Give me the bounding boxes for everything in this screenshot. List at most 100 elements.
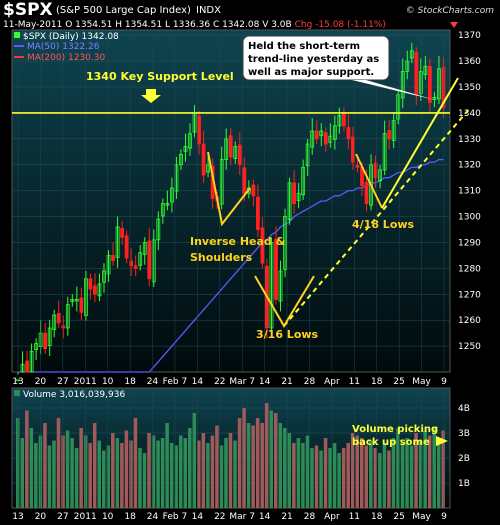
x-tick-label-bottom: 11 (349, 512, 360, 522)
volume-bar (52, 440, 56, 508)
candle-body (269, 242, 274, 329)
head-v (254, 275, 315, 328)
volume-bar (138, 448, 142, 508)
candle-body (129, 260, 134, 267)
volume-bar (34, 443, 38, 508)
volume-bar (129, 440, 133, 508)
x-tick-label-bottom: 18 (371, 512, 383, 522)
legend-ma200: MA(200) 1230.30 (27, 53, 105, 63)
candle-body (364, 181, 369, 204)
volume-bar (188, 428, 192, 508)
index-tag: INDX (196, 5, 221, 16)
x-tick-label: 14 (259, 377, 271, 387)
volume-bar (215, 425, 219, 508)
candle-body (56, 313, 61, 324)
volume-bar (301, 443, 305, 508)
volume-bar (400, 443, 405, 508)
x-tick-label: 28 (304, 377, 316, 387)
candle-body (301, 166, 306, 196)
candle-body (287, 182, 292, 221)
candle-body (206, 164, 211, 173)
candle-body (83, 278, 88, 316)
price-tick-label: 1300 (458, 213, 481, 223)
short-term-trendline (381, 77, 459, 209)
candle-body (242, 167, 247, 194)
volume-bar (237, 418, 242, 508)
candle-body (102, 270, 106, 283)
legend-ma50: MA(50) 1322.26 (27, 42, 100, 52)
volume-bar (251, 425, 255, 508)
candle-body (165, 203, 170, 206)
volume-bar (387, 450, 391, 508)
candle-body (292, 182, 297, 204)
volume-bar (228, 433, 233, 508)
candle-body (437, 68, 441, 100)
candle-body (382, 133, 387, 171)
candle-body (323, 132, 328, 145)
candle-body (278, 270, 283, 302)
candle-body (305, 143, 310, 167)
price-tick-label: 1250 (458, 342, 481, 352)
candle-body (296, 192, 301, 201)
lows-418-label: 4/18 Lows (352, 218, 415, 231)
candle-body (138, 252, 143, 266)
price-tick-label: 1350 (458, 83, 481, 93)
candle-body (47, 327, 52, 346)
legend-swatch-daily (14, 32, 20, 38)
x-tick-label: 2011 (74, 377, 97, 387)
price-tick-label: 1310 (458, 187, 481, 197)
volume-bar (283, 428, 287, 508)
dashed-trendline (283, 107, 471, 327)
x-tick-label: 18 (124, 377, 136, 387)
x-tick-label-bottom: 13 (12, 512, 23, 522)
x-tick-label: 21 (281, 377, 292, 387)
lows-316-label: 3/16 Lows (256, 328, 319, 341)
close-value: C 1342.08 (212, 20, 260, 30)
volume-bar (255, 418, 260, 508)
callout-pointer (352, 80, 435, 100)
volume-bar (174, 445, 178, 508)
legend-daily: $SPX (Daily) 1342.08 (23, 32, 119, 42)
candle-body (409, 50, 414, 59)
candle-body (70, 299, 75, 302)
candle-body (201, 143, 206, 176)
candle-body (106, 255, 111, 275)
x-tick-label-bottom: 21 (281, 512, 292, 522)
volume-bar (418, 440, 423, 508)
candle-body (341, 111, 346, 127)
arrow-down-icon (141, 89, 161, 103)
candle-body (183, 146, 188, 152)
volume-bar (102, 450, 106, 508)
candle-body (405, 60, 410, 72)
volume-bar (115, 438, 120, 508)
x-tick-label-bottom: 14 (192, 512, 204, 522)
candle-body (20, 363, 25, 373)
x-tick-label-bottom: 10 (102, 512, 114, 522)
price-tick-label: 1340 (458, 109, 481, 119)
volume-bar (165, 423, 169, 508)
candle-body (391, 120, 396, 141)
hs-label-1: Inverse Head & (190, 235, 286, 248)
volume-bar (323, 438, 328, 508)
index-name: (S&P 500 Large Cap Index) (56, 5, 191, 16)
candle-body (337, 115, 342, 127)
volume-bar (133, 418, 138, 508)
candle-body (79, 297, 84, 313)
volume-bar (409, 445, 414, 508)
ohlc-row: 11-May-2011 O 1354.51 H 1354.51 L 1336.3… (3, 20, 386, 30)
candle-body (228, 135, 233, 158)
x-tick-label-bottom: 2011 (74, 512, 97, 522)
volume-arrow-icon (436, 436, 448, 446)
volume-bar (310, 448, 314, 508)
candle-body (355, 164, 360, 168)
candle-body (283, 216, 287, 270)
candle-body (115, 226, 120, 258)
volume-bar (355, 435, 359, 508)
volume-bar (92, 423, 97, 508)
candle-body (351, 136, 355, 163)
volume-bar (124, 430, 129, 508)
x-tick-label-bottom: 14 (259, 512, 271, 522)
volume-tick-label: 4B (458, 404, 470, 414)
candle-body (319, 130, 324, 137)
volume-bar (314, 445, 319, 508)
